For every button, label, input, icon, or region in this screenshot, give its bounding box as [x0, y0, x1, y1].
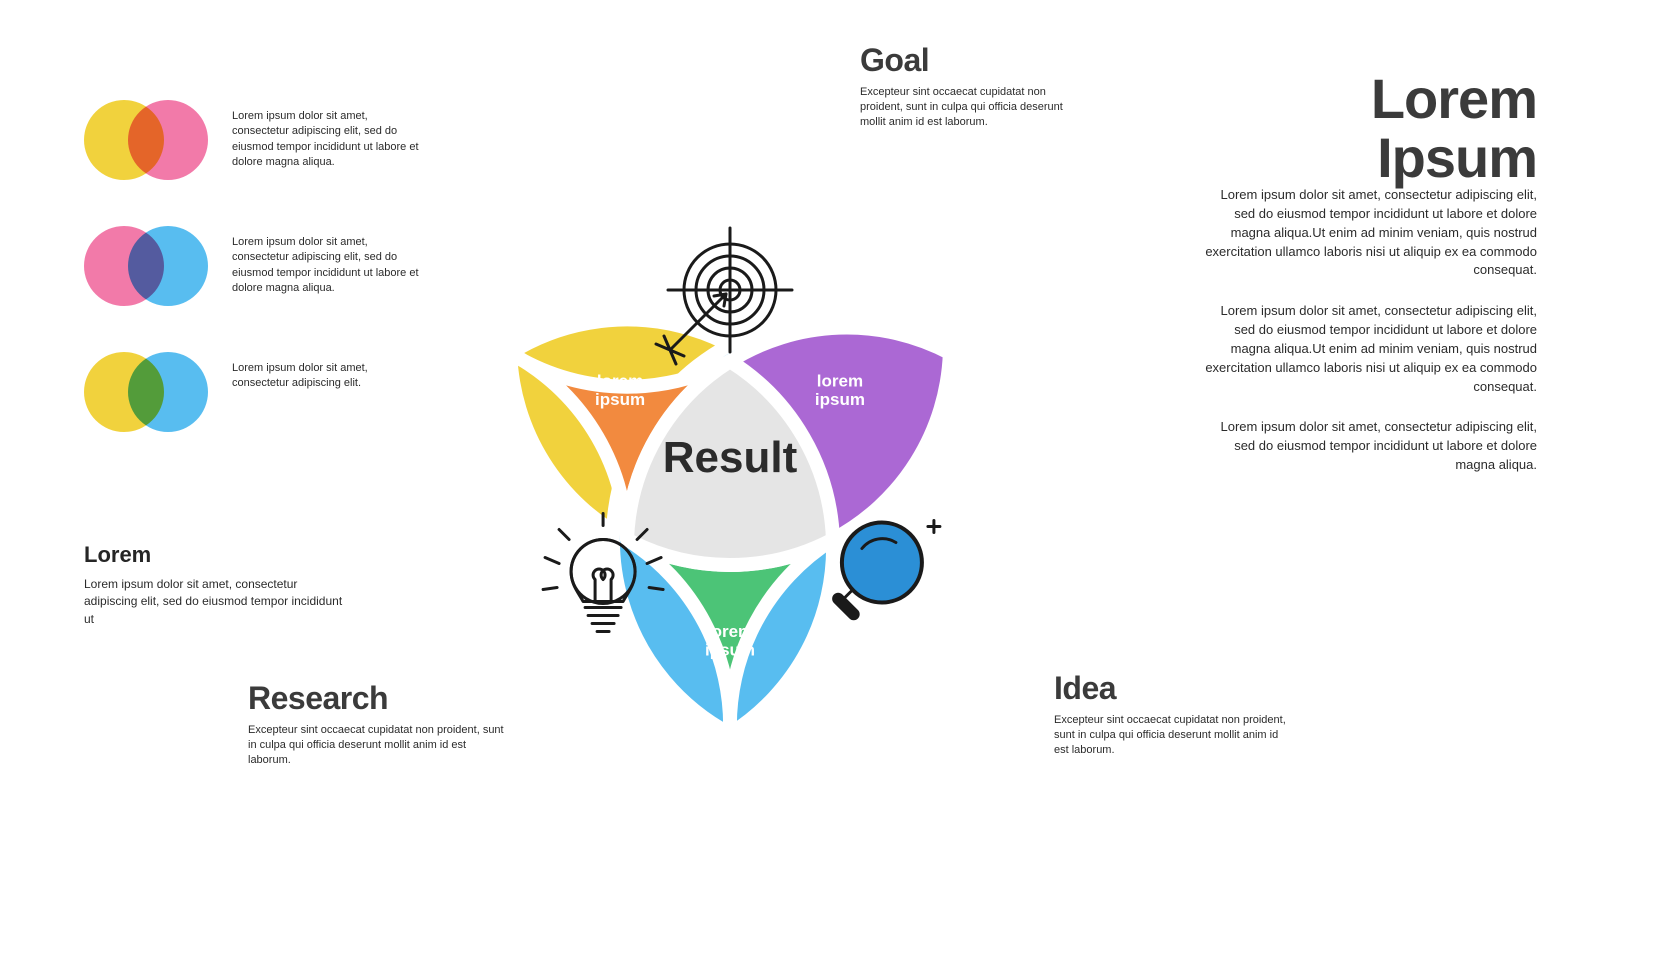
legend-2-circle-b [128, 226, 208, 306]
venn-diagram: Result loremipsum loremipsum loremipsum [370, 110, 1090, 830]
legend: Lorem ipsum dolor sit amet, consectetur … [80, 95, 420, 473]
main-para-2: Lorem ipsum dolor sit amet, consectetur … [1197, 302, 1537, 396]
legend-3-circle-b [128, 352, 208, 432]
venn-label-overlap-tr: loremipsum [815, 372, 865, 410]
main-para-3: Lorem ipsum dolor sit amet, consectetur … [1197, 418, 1537, 475]
venn-label-overlap-b: loremipsum [705, 622, 755, 660]
callout-idea-body: Excepteur sint occaecat cupidatat non pr… [1054, 713, 1294, 758]
bottom-left-block: Lorem Lorem ipsum dolor sit amet, consec… [84, 542, 344, 628]
legend-row-3: Lorem ipsum dolor sit amet, consectetur … [80, 347, 420, 437]
main-title-line-1: Lorem [1371, 67, 1537, 130]
legend-row-2: Lorem ipsum dolor sit amet, consectetur … [80, 221, 420, 311]
main-para-1: Lorem ipsum dolor sit amet, consectetur … [1197, 186, 1537, 280]
venn-label-overlap-tl: loremipsum [595, 372, 645, 410]
bottom-left-title: Lorem [84, 542, 344, 568]
callout-idea: Idea Excepteur sint occaecat cupidatat n… [1054, 670, 1294, 758]
legend-1-circle-b [128, 100, 208, 180]
main-title-line-2: Ipsum [1377, 126, 1537, 189]
legend-venn-2 [80, 221, 220, 311]
legend-row-1: Lorem ipsum dolor sit amet, consectetur … [80, 95, 420, 185]
venn-svg: Result loremipsum loremipsum loremipsum [370, 110, 1090, 830]
callout-idea-title: Idea [1054, 670, 1294, 707]
main-paragraphs: Lorem ipsum dolor sit amet, consectetur … [1197, 186, 1537, 497]
main-title: Lorem Ipsum [1187, 70, 1537, 188]
bottom-left-body: Lorem ipsum dolor sit amet, consectetur … [84, 576, 344, 628]
callout-goal-title: Goal [860, 42, 1090, 79]
legend-venn-1 [80, 95, 220, 185]
legend-venn-3 [80, 347, 220, 437]
venn-center-label: Result [663, 433, 798, 482]
